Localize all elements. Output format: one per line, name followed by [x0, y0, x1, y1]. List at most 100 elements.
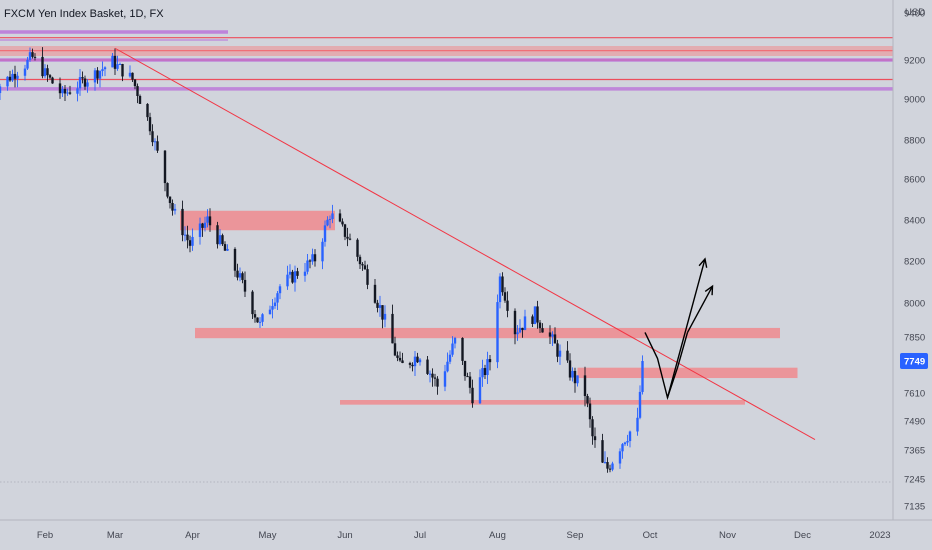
candle-body	[398, 357, 402, 361]
candle-body	[86, 82, 89, 87]
candle-body	[638, 391, 642, 418]
time-tick-label: Oct	[643, 530, 658, 541]
candle-body	[411, 364, 414, 367]
candle-body	[358, 256, 362, 265]
candle-body	[338, 213, 342, 222]
candle-body	[408, 363, 412, 365]
zone-layer	[180, 210, 798, 405]
candle-body	[586, 396, 589, 404]
candle-body	[256, 317, 259, 323]
current-price-tag	[900, 353, 928, 369]
candle-body	[206, 216, 209, 223]
candle-body	[218, 235, 222, 245]
candle-body	[413, 356, 417, 367]
candle-body	[488, 359, 492, 363]
chart-title: FXCM Yen Index Basket, 1D, FX	[4, 8, 164, 20]
candle-body	[133, 79, 137, 87]
candle-body	[288, 271, 292, 275]
candle-body	[396, 355, 399, 358]
candle-body	[618, 451, 622, 464]
candle-body	[576, 375, 579, 384]
candle-body	[448, 354, 452, 362]
candle-body	[356, 239, 359, 257]
candle-body	[183, 234, 187, 236]
candle-body	[243, 279, 247, 292]
candle-body	[558, 350, 562, 357]
candle-body	[138, 95, 142, 104]
candle-body	[28, 52, 32, 60]
price-tick-label: 7490	[904, 417, 925, 428]
candle-body	[361, 264, 364, 266]
candle-body	[516, 332, 519, 335]
candle-body	[483, 368, 487, 376]
time-tick-label: Sep	[567, 530, 584, 541]
candle-body	[51, 77, 54, 84]
candle-body	[296, 271, 299, 276]
candle-body	[463, 360, 467, 377]
candle-body	[201, 223, 204, 228]
price-tick-label: 7850	[904, 333, 925, 344]
candle-body	[373, 284, 377, 303]
candle-body	[226, 248, 229, 251]
candle-body	[278, 286, 282, 294]
candle-body	[346, 236, 349, 239]
candle-body	[148, 117, 152, 132]
candle-body	[153, 141, 157, 143]
price-axis[interactable]: 9400 9200 9000 8800 8600 8400 8200 8000 7850 7749…	[900, 9, 928, 513]
candle-body	[96, 70, 99, 79]
candle-body	[433, 377, 437, 379]
candle-body	[636, 417, 639, 432]
candle-body	[626, 441, 629, 443]
candle-body	[46, 68, 49, 76]
candle-body	[258, 321, 262, 323]
candle-body	[623, 442, 627, 445]
candle-body	[503, 292, 507, 301]
candle-body	[453, 337, 457, 344]
candle-body	[501, 276, 504, 293]
candle-body	[541, 328, 544, 333]
candle-body	[16, 75, 19, 79]
time-tick-label: Jun	[337, 530, 352, 541]
candle-body	[101, 69, 104, 72]
candle-body	[326, 219, 329, 226]
candle-body	[191, 236, 194, 246]
price-tick-label: 9000	[904, 95, 925, 106]
projection-arrow-up-b	[686, 285, 714, 333]
candle-body	[43, 68, 47, 77]
candle-body	[343, 224, 347, 237]
candle-body	[593, 436, 597, 441]
candle-body	[118, 64, 122, 66]
trendline	[114, 47, 816, 440]
candle-body	[603, 462, 607, 464]
candle-body	[291, 271, 294, 283]
currency-label: USD	[905, 7, 925, 18]
candle-body	[431, 373, 434, 378]
candle-body	[78, 77, 82, 89]
candle-body	[641, 361, 644, 392]
time-tick-label: Mar	[107, 530, 123, 541]
candle-body	[241, 273, 244, 280]
sr-zone	[577, 367, 798, 379]
price-tick-label: 9200	[904, 56, 925, 67]
candle-body	[518, 327, 522, 333]
candle-body	[136, 86, 139, 96]
time-tick-label: Aug	[489, 530, 506, 541]
candle-body	[443, 371, 447, 387]
candle-body	[568, 360, 572, 378]
candle-body	[116, 64, 119, 69]
sr-zone	[195, 327, 780, 339]
candle-body	[26, 59, 29, 69]
candle-body	[41, 56, 44, 77]
candle-body	[366, 269, 369, 285]
candle-body	[273, 302, 277, 307]
candle-body	[628, 431, 632, 442]
time-axis[interactable]: Feb Mar Apr May Jun Jul Aug Sep Oct Nov Dec 2023	[37, 530, 891, 541]
candle-body	[401, 360, 404, 364]
candle-body	[236, 270, 239, 278]
candle-body	[533, 306, 537, 324]
candle-body	[548, 332, 552, 337]
candle-body	[606, 462, 609, 469]
